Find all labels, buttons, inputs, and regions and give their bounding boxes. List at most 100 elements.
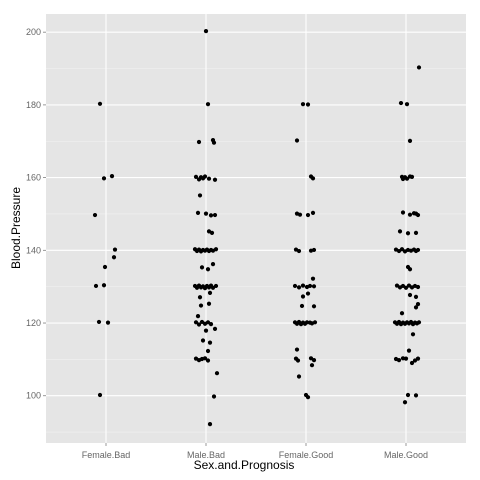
y-tick-label: 140 (26, 245, 41, 255)
data-point (208, 322, 214, 327)
data-point (311, 304, 317, 309)
data-point (403, 356, 409, 361)
data-point (109, 174, 115, 179)
data-point (195, 314, 201, 319)
data-point (195, 210, 201, 215)
data-point (404, 176, 410, 181)
data-point (211, 394, 217, 399)
data-point (197, 193, 203, 198)
data-point (404, 102, 410, 107)
data-point (193, 174, 199, 179)
data-point (413, 294, 419, 299)
data-point (200, 338, 206, 343)
data-point (407, 292, 413, 298)
gridlines (46, 14, 466, 443)
data-point (206, 301, 212, 306)
data-point (295, 358, 301, 363)
data-point (196, 139, 202, 145)
data-point (294, 347, 300, 352)
data-point (397, 229, 403, 234)
data-point (407, 212, 413, 217)
data-point (205, 102, 211, 107)
data-point (415, 356, 421, 361)
data-point (409, 174, 415, 179)
y-tick-label: 120 (26, 318, 41, 328)
data-point (202, 174, 208, 179)
data-point (205, 267, 211, 272)
data-point (97, 101, 103, 106)
data-point (101, 176, 107, 181)
x-axis: Female.Bad Male.Bad Female.Good Male.Good (82, 443, 428, 460)
data-point (197, 295, 203, 300)
data-point (407, 267, 413, 272)
data-point (210, 262, 216, 267)
data-point (97, 392, 103, 398)
data-point (296, 248, 302, 254)
data-point (300, 283, 306, 288)
plot-panel (46, 14, 466, 443)
data-point (415, 302, 421, 307)
data-point (111, 255, 117, 260)
data-point (307, 283, 313, 289)
data-point (415, 247, 421, 253)
data-point (312, 320, 318, 325)
data-point (199, 265, 205, 270)
data-point (101, 283, 107, 288)
data-point (405, 231, 411, 236)
data-point (202, 356, 208, 361)
data-points (92, 28, 422, 427)
data-point (112, 247, 118, 252)
data-point (400, 210, 406, 215)
data-point (205, 348, 211, 354)
data-point (407, 138, 413, 143)
data-point (413, 305, 419, 310)
data-point (193, 320, 199, 325)
data-point (409, 360, 415, 366)
y-axis-title: Blood.Pressure (9, 187, 23, 269)
data-point (203, 28, 209, 34)
data-point (300, 294, 306, 299)
data-point (294, 138, 300, 143)
data-point (413, 393, 419, 398)
data-point (416, 65, 422, 70)
y-tick-label: 100 (26, 391, 41, 401)
data-point (398, 100, 404, 106)
data-point (207, 340, 213, 345)
data-point (305, 102, 311, 107)
data-point (206, 176, 212, 181)
data-point (207, 421, 213, 427)
data-point (208, 213, 214, 218)
data-point (305, 212, 311, 218)
data-point (402, 400, 408, 405)
data-point (310, 210, 316, 215)
data-point (211, 140, 217, 145)
data-point (416, 320, 422, 325)
x-tick-label: Male.Bad (187, 450, 225, 460)
data-point (96, 319, 102, 325)
data-point (305, 291, 311, 296)
data-point (399, 311, 405, 316)
x-tick-label: Male.Good (384, 450, 428, 460)
data-point (205, 358, 211, 363)
data-point (203, 211, 209, 216)
data-point (413, 230, 419, 235)
data-point (292, 283, 298, 289)
data-point (212, 326, 218, 331)
data-point (410, 332, 416, 337)
data-point (399, 247, 405, 252)
data-point (406, 348, 412, 353)
data-point (299, 303, 305, 309)
data-point (105, 320, 111, 325)
data-point (311, 284, 317, 289)
data-point (297, 212, 303, 217)
data-point (198, 303, 204, 308)
data-point (196, 322, 202, 327)
data-point (207, 290, 213, 295)
y-tick-label: 200 (26, 27, 41, 37)
data-point (300, 102, 306, 107)
data-point (212, 212, 218, 218)
x-tick-label: Female.Good (279, 450, 334, 460)
data-point (403, 285, 409, 290)
data-point (309, 363, 315, 368)
